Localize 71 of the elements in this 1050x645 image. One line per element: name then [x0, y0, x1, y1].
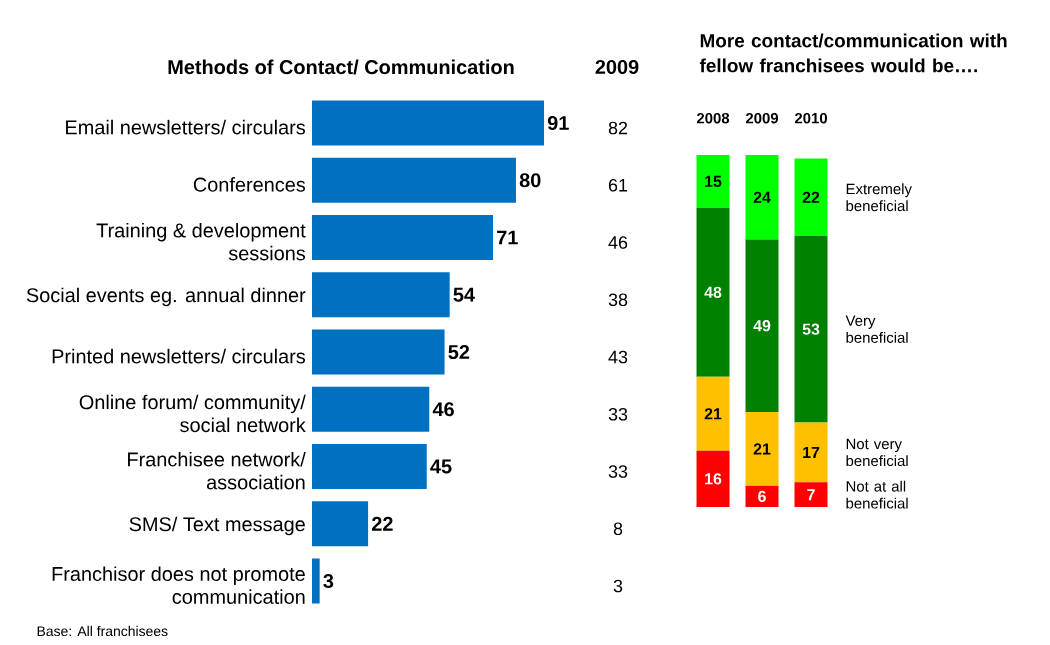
y-tick-label: Franchisee network/ association [128, 451, 306, 490]
data-label: 16 [705, 473, 722, 485]
data-label: 24 [753, 191, 771, 203]
bar [312, 386, 430, 432]
data-label: 15 [705, 175, 722, 187]
data-label: 48 [704, 286, 722, 298]
bar [794, 482, 828, 507]
data-label: 17 [803, 446, 820, 458]
data-label: 49 [753, 320, 771, 332]
bar [312, 272, 450, 318]
data-label: 80 [519, 173, 541, 188]
x-tick-label: 2009 [745, 112, 779, 124]
data-label: 45 [430, 459, 452, 474]
data-label: 52 [448, 344, 470, 360]
data-label: 71 [497, 230, 518, 245]
bar [794, 235, 828, 423]
data-label: 3 [323, 573, 334, 589]
bar [312, 444, 427, 490]
bar [312, 100, 544, 146]
bar [794, 158, 828, 236]
data-label: 21 [704, 408, 722, 420]
y-tick-label: Printed newsletters/ circulars [52, 348, 306, 364]
data-label: 91 [547, 115, 569, 131]
data-label: 7 [807, 489, 815, 501]
bar [745, 411, 779, 486]
text: 33 [608, 407, 628, 421]
text: 46 [608, 236, 628, 249]
data-label: 54 [453, 287, 475, 302]
text: 38 [608, 293, 628, 307]
y-tick-label: Social events eg. annual dinner [26, 287, 306, 307]
series-label: Extremely beneficial [846, 183, 912, 212]
bar [312, 558, 320, 604]
chart-title: More contact/communication with fellow franchisees would be…. [699, 33, 1007, 73]
bar [696, 207, 730, 377]
data-label: 46 [432, 402, 454, 417]
text: 3 [613, 579, 623, 593]
text: 82 [608, 121, 628, 135]
data-label: 22 [371, 516, 393, 531]
y-tick-label: Conferences [193, 177, 306, 192]
series-label: Not at all beneficial [846, 480, 908, 509]
series-label: Not very beneficial [846, 438, 908, 467]
y-tick-label: Franchisor does not promote communication [52, 566, 305, 604]
chart-title: Methods of Contact/ Communication [168, 59, 514, 75]
bar [312, 329, 445, 375]
bar [696, 450, 730, 507]
data-label: 22 [802, 191, 820, 203]
bar [745, 239, 779, 412]
data-label: 6 [758, 490, 766, 503]
bar [794, 422, 828, 483]
bar [745, 485, 779, 507]
data-label: 53 [802, 323, 820, 335]
text: 8 [613, 522, 623, 536]
text: Base: All franchisees [37, 625, 168, 637]
text: 33 [608, 465, 628, 478]
y-tick-label: Online forum/ community/ social network [79, 394, 306, 433]
bar [696, 154, 730, 208]
y-tick-label: Email newsletters/ circulars [66, 119, 306, 135]
bar [312, 501, 369, 547]
bar [745, 154, 779, 240]
text: 43 [608, 350, 628, 364]
x-tick-label: 2008 [696, 112, 730, 124]
y-tick-label: SMS/ Text message [129, 516, 305, 536]
data-label: 21 [753, 443, 771, 455]
bar [696, 376, 730, 451]
x-tick-label: 2010 [794, 112, 827, 124]
bar [312, 157, 516, 203]
y-tick-label: Training & development sessions [96, 222, 306, 261]
bar [312, 215, 494, 261]
text: 61 [608, 178, 628, 192]
series-label: Very beneficial [845, 315, 908, 343]
text: 2009 [595, 59, 639, 75]
